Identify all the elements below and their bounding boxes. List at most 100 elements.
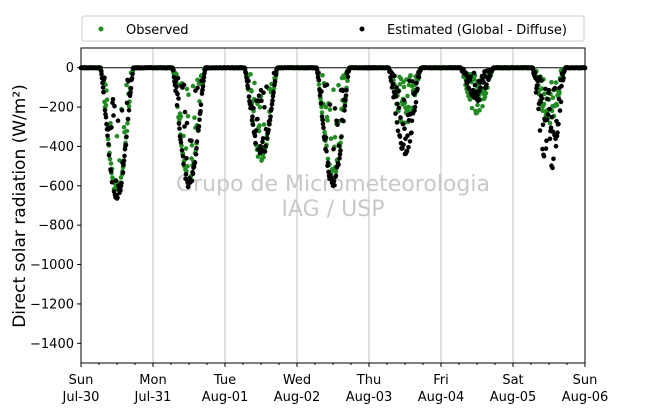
data-point [401, 97, 407, 103]
data-point [390, 81, 396, 87]
data-point [541, 153, 547, 159]
data-point [119, 108, 125, 113]
data-point [408, 73, 413, 78]
data-point [243, 70, 249, 76]
data-point [261, 122, 267, 127]
data-point [544, 138, 549, 143]
data-point [546, 88, 552, 93]
data-point [102, 75, 107, 80]
data-point [246, 78, 251, 84]
data-point [316, 82, 322, 87]
data-point [483, 91, 489, 96]
data-point [174, 84, 179, 89]
data-point [200, 87, 205, 93]
data-point [105, 133, 110, 139]
data-point [539, 96, 545, 101]
data-point [559, 83, 564, 89]
legend: Observed Estimated (Global - Diffuse) [81, 15, 585, 42]
data-point [534, 83, 540, 88]
data-point [185, 113, 191, 119]
data-point [345, 78, 350, 83]
data-point [198, 109, 203, 114]
data-point [176, 96, 181, 101]
data-point [190, 83, 196, 89]
data-point [99, 71, 104, 77]
data-point [341, 75, 347, 80]
data-point [179, 148, 185, 153]
data-point [539, 78, 544, 83]
data-point [193, 152, 199, 157]
data-point [98, 68, 104, 73]
data-point [175, 75, 181, 81]
legend-frame [81, 15, 585, 42]
x-tick-label-day: Wed [283, 373, 311, 388]
data-point [104, 121, 109, 127]
data-point [316, 70, 321, 76]
data-point [121, 158, 127, 163]
y-axis: 0 −200 −400 −600 −800 −1000 −1200 −1400 [30, 61, 81, 352]
data-point [319, 114, 325, 119]
data-point [557, 108, 563, 113]
data-point [540, 122, 546, 128]
data-point [181, 161, 186, 167]
data-point [321, 125, 326, 130]
data-point [110, 100, 115, 106]
data-point [343, 93, 349, 98]
legend-marker-estimated [359, 26, 365, 32]
data-point [544, 117, 550, 123]
data-point [196, 128, 201, 133]
data-point [111, 113, 116, 118]
data-point [271, 89, 276, 95]
x-tick-label-day: Tue [213, 373, 236, 388]
data-point [129, 76, 135, 81]
data-point [552, 85, 558, 91]
data-point [183, 176, 188, 181]
data-point [561, 76, 566, 81]
data-point [465, 90, 470, 95]
data-point [325, 156, 331, 162]
data-point [109, 179, 115, 185]
data-point [547, 106, 552, 112]
data-point [412, 104, 418, 110]
data-point [475, 92, 480, 98]
data-point [104, 97, 110, 102]
data-point [124, 134, 129, 139]
data-point [326, 169, 331, 175]
data-point [468, 74, 473, 79]
data-point [124, 128, 130, 134]
data-point [338, 148, 343, 153]
data-point [115, 195, 120, 200]
y-tick-label: −200 [38, 101, 74, 116]
data-point [195, 77, 200, 83]
data-point [317, 93, 323, 98]
legend-marker-observed [98, 26, 104, 32]
data-point [264, 84, 269, 89]
data-point [316, 77, 322, 83]
data-point [189, 143, 195, 148]
data-point [260, 139, 265, 145]
data-point [126, 103, 132, 109]
x-tick-label-day: Sun [69, 373, 94, 388]
y-axis-label: Direct solar radiation (W/m²) [10, 84, 30, 328]
x-tick-label-date: Jul-30 [62, 390, 100, 405]
data-point [122, 153, 127, 159]
data-point [402, 126, 407, 131]
data-point [410, 79, 415, 84]
data-point [412, 108, 417, 113]
data-point [556, 121, 561, 127]
data-point [123, 142, 129, 148]
data-point [269, 101, 275, 107]
data-point [472, 77, 477, 82]
data-point [194, 139, 200, 144]
data-point [393, 111, 398, 116]
data-point [183, 171, 189, 177]
x-tick-label-date: Aug-03 [346, 390, 393, 405]
data-point [101, 89, 106, 95]
data-point [190, 171, 196, 177]
data-point [406, 145, 411, 150]
data-point [392, 73, 397, 79]
data-point [272, 82, 277, 88]
data-point [253, 128, 259, 133]
data-point [401, 84, 407, 90]
data-point [476, 97, 482, 102]
